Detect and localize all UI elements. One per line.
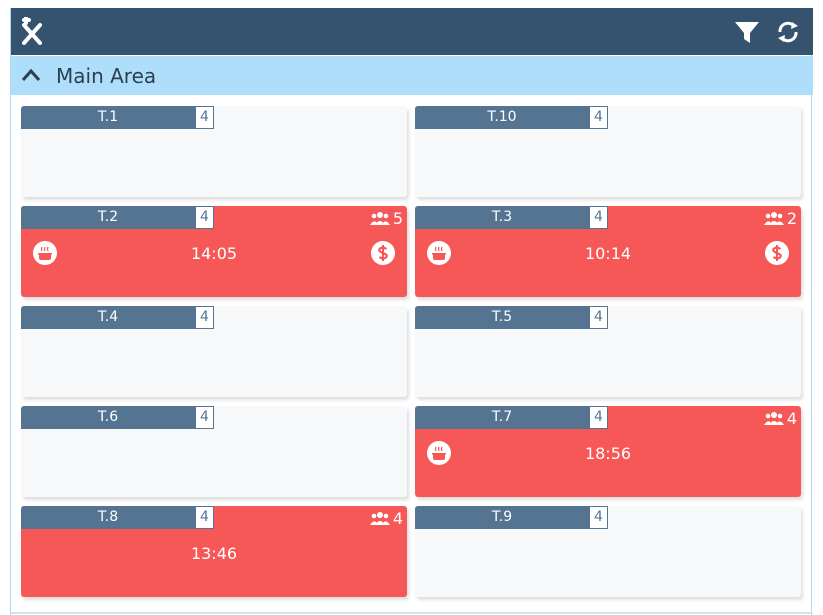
guests-icon: [763, 412, 784, 425]
guest-count: 5: [369, 207, 403, 229]
logo-icon: [22, 17, 42, 45]
table-capacity: 4: [195, 506, 214, 529]
guest-count-value: 5: [392, 208, 403, 228]
table-card[interactable]: T.8 4 4 13:46: [21, 506, 407, 597]
table-capacity: 4: [195, 206, 214, 229]
table-capacity: 4: [589, 506, 608, 529]
table-capacity: 4: [589, 106, 608, 129]
table-label: T.7: [415, 406, 589, 429]
top-bar: [11, 8, 813, 55]
table-card[interactable]: T.2 4 5 14:05: [21, 206, 407, 297]
table-capacity: 4: [195, 306, 214, 329]
dish-icon: [427, 441, 451, 465]
dollar-icon: [371, 241, 395, 265]
table-card[interactable]: T.10 4: [415, 106, 801, 197]
table-card[interactable]: T.5 4: [415, 306, 801, 397]
guests-icon: [763, 212, 784, 225]
table-card[interactable]: T.4 4: [21, 306, 407, 397]
table-capacity: 4: [589, 206, 608, 229]
table-label: T.6: [21, 406, 195, 429]
filter-icon[interactable]: [733, 18, 761, 46]
guest-count-value: 4: [786, 408, 797, 428]
table-card[interactable]: T.7 4 4 18:56: [415, 406, 801, 497]
table-capacity: 4: [195, 406, 214, 429]
table-time: 13:46: [190, 544, 238, 563]
table-label: T.3: [415, 206, 589, 229]
table-label: T.2: [21, 206, 195, 229]
guest-count-value: 2: [786, 208, 797, 228]
table-time: 18:56: [584, 444, 632, 463]
table-label: T.5: [415, 306, 589, 329]
table-card[interactable]: T.6 4: [21, 406, 407, 497]
area-header[interactable]: Main Area: [11, 56, 813, 95]
table-card[interactable]: T.9 4: [415, 506, 801, 597]
table-capacity: 4: [195, 106, 214, 129]
chevron-up-icon: [21, 68, 41, 81]
tables-grid: T.1 4 T.10 4 T.2 4 5 14:05 T.3 4 2 10:14 T.4 4 T.5 4 T.6…: [11, 95, 813, 615]
table-capacity: 4: [589, 406, 608, 429]
table-time: 10:14: [584, 244, 632, 263]
table-label: T.10: [415, 106, 589, 129]
table-capacity: 4: [589, 306, 608, 329]
refresh-icon[interactable]: [774, 18, 802, 46]
table-card[interactable]: T.1 4: [21, 106, 407, 197]
guest-count: 4: [763, 407, 797, 429]
bottom-divider: [11, 612, 813, 614]
table-time: 14:05: [190, 244, 238, 263]
table-label: T.8: [21, 506, 195, 529]
area-title: Main Area: [56, 64, 157, 88]
table-card[interactable]: T.3 4 2 10:14: [415, 206, 801, 297]
guests-icon: [369, 512, 390, 525]
dish-icon: [427, 241, 451, 265]
dish-icon: [33, 241, 57, 265]
guests-icon: [369, 212, 390, 225]
guest-count-value: 4: [392, 508, 403, 528]
guest-count: 4: [369, 507, 403, 529]
table-label: T.1: [21, 106, 195, 129]
table-label: T.4: [21, 306, 195, 329]
app-window: Main Area T.1 4 T.10 4 T.2 4 5 14:05 T.3 4 2 10:14 T…: [10, 8, 813, 615]
guest-count: 2: [763, 207, 797, 229]
table-label: T.9: [415, 506, 589, 529]
dollar-icon: [765, 241, 789, 265]
